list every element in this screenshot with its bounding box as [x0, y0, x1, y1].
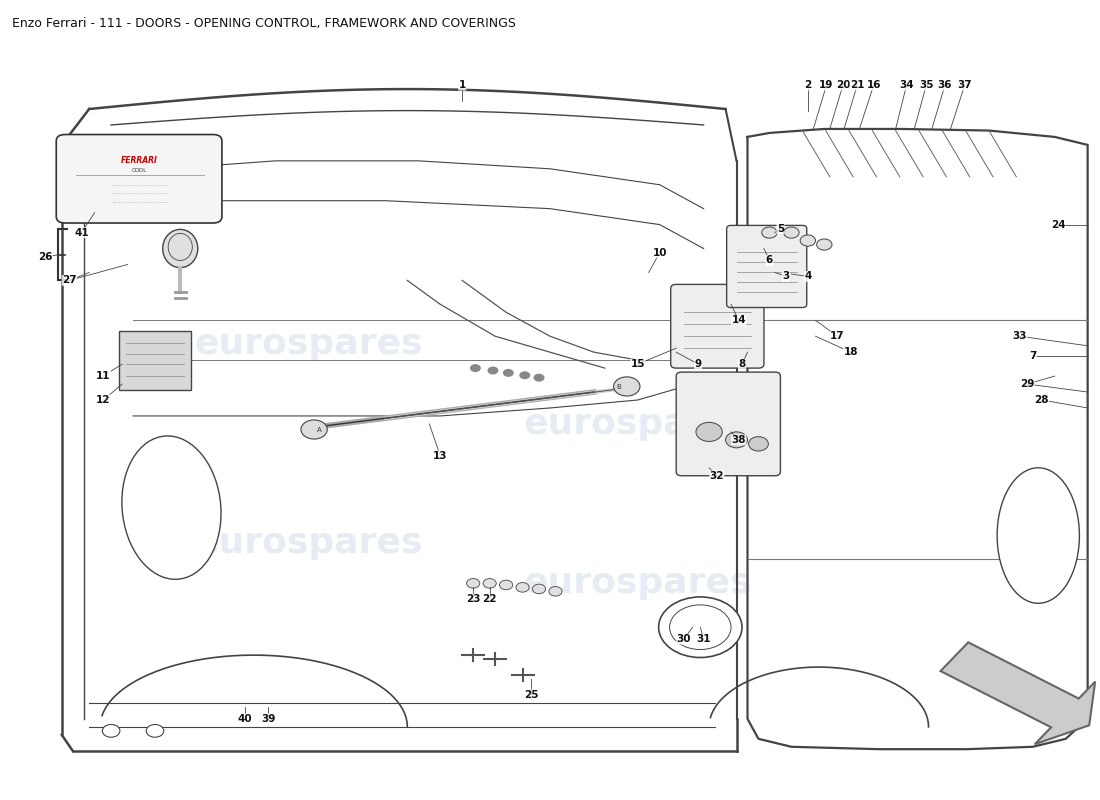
Text: ________________________________: ________________________________ — [111, 199, 167, 203]
Circle shape — [532, 584, 546, 594]
Circle shape — [466, 578, 480, 588]
Text: 35: 35 — [920, 80, 934, 90]
Text: 36: 36 — [937, 80, 953, 90]
Text: 40: 40 — [238, 714, 252, 724]
Circle shape — [146, 725, 164, 738]
Text: 4: 4 — [804, 271, 812, 282]
Text: 7: 7 — [1030, 351, 1036, 361]
Circle shape — [614, 377, 640, 396]
Text: 27: 27 — [62, 275, 77, 286]
Text: ________________________________: ________________________________ — [111, 190, 167, 194]
Text: 39: 39 — [261, 714, 275, 724]
Circle shape — [696, 422, 723, 442]
Circle shape — [549, 586, 562, 596]
Text: 8: 8 — [738, 359, 746, 369]
Circle shape — [301, 420, 328, 439]
FancyBboxPatch shape — [119, 331, 191, 390]
Ellipse shape — [122, 436, 221, 579]
Text: 18: 18 — [844, 347, 858, 357]
Circle shape — [659, 597, 742, 658]
Text: 13: 13 — [433, 451, 448, 461]
Circle shape — [749, 437, 768, 451]
Text: 9: 9 — [694, 359, 702, 369]
Circle shape — [726, 432, 748, 448]
Text: 41: 41 — [74, 227, 89, 238]
Circle shape — [487, 366, 498, 374]
Text: 11: 11 — [96, 371, 111, 381]
Text: 2: 2 — [804, 80, 812, 90]
Circle shape — [783, 227, 799, 238]
Text: FERRARI: FERRARI — [121, 156, 158, 166]
Text: 38: 38 — [732, 435, 746, 445]
Text: 23: 23 — [466, 594, 481, 604]
Text: 12: 12 — [96, 395, 111, 405]
Text: 21: 21 — [850, 80, 865, 90]
Text: 30: 30 — [676, 634, 691, 644]
FancyBboxPatch shape — [676, 372, 780, 476]
Text: CODL: CODL — [132, 168, 147, 173]
Ellipse shape — [997, 468, 1079, 603]
Circle shape — [102, 725, 120, 738]
Text: 26: 26 — [39, 251, 53, 262]
Text: 19: 19 — [820, 80, 834, 90]
Polygon shape — [940, 642, 1096, 744]
Text: B: B — [617, 384, 621, 390]
Text: 37: 37 — [957, 80, 972, 90]
Text: eurospares: eurospares — [524, 566, 752, 600]
Circle shape — [762, 227, 777, 238]
Text: 5: 5 — [777, 223, 784, 234]
Circle shape — [503, 369, 514, 377]
Circle shape — [483, 578, 496, 588]
Text: Enzo Ferrari - 111 - DOORS - OPENING CONTROL, FRAMEWORK AND COVERINGS: Enzo Ferrari - 111 - DOORS - OPENING CON… — [12, 18, 516, 30]
Text: eurospares: eurospares — [524, 407, 752, 441]
Text: 29: 29 — [1020, 379, 1034, 389]
Circle shape — [800, 235, 815, 246]
Text: 1: 1 — [459, 80, 465, 90]
Text: 20: 20 — [836, 80, 850, 90]
Ellipse shape — [163, 230, 198, 268]
Text: 31: 31 — [696, 634, 711, 644]
Text: 10: 10 — [652, 247, 667, 258]
Text: 34: 34 — [900, 80, 914, 90]
Circle shape — [499, 580, 513, 590]
Circle shape — [519, 371, 530, 379]
Text: 16: 16 — [867, 80, 881, 90]
Text: A: A — [317, 427, 322, 434]
FancyBboxPatch shape — [671, 285, 764, 368]
Text: 15: 15 — [630, 359, 645, 369]
Text: 22: 22 — [483, 594, 497, 604]
Text: 17: 17 — [830, 331, 845, 342]
Circle shape — [534, 374, 544, 382]
Text: 3: 3 — [782, 271, 790, 282]
Text: ________________________________: ________________________________ — [111, 182, 167, 186]
Text: eurospares: eurospares — [195, 526, 422, 561]
Circle shape — [516, 582, 529, 592]
FancyBboxPatch shape — [727, 226, 806, 307]
Text: 33: 33 — [1012, 331, 1027, 342]
Text: 32: 32 — [710, 470, 724, 481]
FancyBboxPatch shape — [56, 134, 222, 223]
Text: eurospares: eurospares — [195, 327, 422, 361]
Text: 6: 6 — [766, 255, 773, 266]
Text: 25: 25 — [524, 690, 539, 700]
Text: 28: 28 — [1034, 395, 1048, 405]
Circle shape — [816, 239, 832, 250]
Text: 14: 14 — [732, 315, 746, 326]
Text: 24: 24 — [1050, 220, 1065, 230]
Circle shape — [470, 364, 481, 372]
